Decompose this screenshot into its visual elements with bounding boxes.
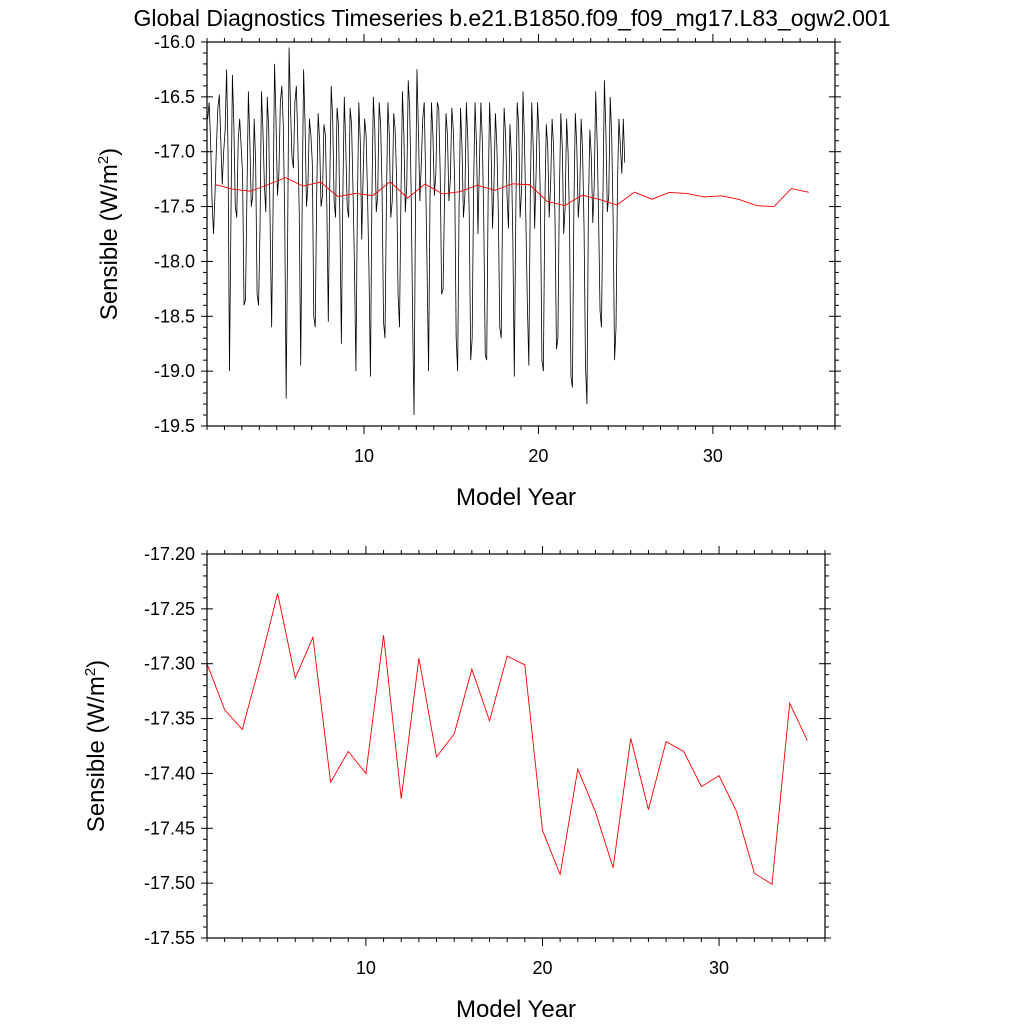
bottom-x-axis-label: Model Year <box>456 996 576 1023</box>
top-y-tick-label: -19.0 <box>154 361 195 381</box>
bottom-series-layer <box>206 593 808 886</box>
bottom-y-axis-label-close: ) <box>83 660 110 668</box>
bottom-y-axis-label-main: Sensible (W/m <box>83 676 110 832</box>
top-y-axis-label-sup: 2 <box>95 156 112 164</box>
bottom-plot-frame <box>206 553 826 939</box>
bottom-x-tick-label: 20 <box>532 958 552 978</box>
bottom-y-tick-label: -17.20 <box>144 544 195 564</box>
top-y-tick-label: -18.0 <box>154 251 195 271</box>
top-y-tick-label: -16.0 <box>154 32 195 52</box>
top-y-axis-label-close: ) <box>96 148 123 156</box>
top-y-tick-labels: -16.0 -16.5 -17.0 -17.5 -18.0 -18.5 -19.0 -19.5 <box>154 32 195 436</box>
top-series-line-annual <box>215 177 809 208</box>
bottom-y-tick-label: -17.55 <box>144 928 195 948</box>
top-ticks <box>201 34 841 434</box>
bottom-ticks <box>201 546 831 946</box>
top-x-tick-label: 30 <box>703 446 723 466</box>
bottom-y-axis-label: Sensible (W/m2) <box>82 660 110 832</box>
bottom-y-tick-label: -17.25 <box>144 599 195 619</box>
chart-title: Global Diagnostics Timeseries b.e21.B185… <box>134 5 891 31</box>
top-y-tick-label: -18.5 <box>154 306 195 326</box>
top-x-axis-label: Model Year <box>456 484 576 511</box>
bottom-y-axis-label-sup: 2 <box>82 668 99 676</box>
top-y-axis-label-main: Sensible (W/m <box>96 164 123 320</box>
top-y-tick-label: -16.5 <box>154 87 195 107</box>
top-panel: -16.0 -16.5 -17.0 -17.5 -18.0 -18.5 -19.0 -19.5… <box>95 32 841 511</box>
top-x-tick-labels: 10 20 30 <box>354 446 723 466</box>
bottom-y-tick-label: -17.35 <box>144 709 195 729</box>
top-series-layer <box>207 47 809 416</box>
top-x-tick-label: 10 <box>354 446 374 466</box>
bottom-y-tick-label: -17.30 <box>144 654 195 674</box>
top-plot-frame <box>206 41 836 427</box>
top-y-axis-label: Sensible (W/m2) <box>95 148 123 320</box>
bottom-x-tick-label: 30 <box>709 958 729 978</box>
top-series-line-monthly <box>207 47 626 416</box>
top-x-tick-label: 20 <box>528 446 548 466</box>
bottom-y-tick-label: -17.40 <box>144 763 195 783</box>
top-y-tick-label: -17.0 <box>154 142 195 162</box>
top-y-tick-label: -17.5 <box>154 197 195 217</box>
top-y-tick-label: -19.5 <box>154 416 195 436</box>
bottom-y-tick-label: -17.50 <box>144 873 195 893</box>
bottom-x-tick-label: 10 <box>356 958 376 978</box>
bottom-x-tick-labels: 10 20 30 <box>356 958 729 978</box>
bottom-series-line-annual <box>206 593 808 886</box>
bottom-y-tick-label: -17.45 <box>144 818 195 838</box>
bottom-panel: -17.20 -17.25 -17.30 -17.35 -17.40 -17.45 -17.… <box>82 544 831 1023</box>
bottom-y-tick-labels: -17.20 -17.25 -17.30 -17.35 -17.40 -17.45 -17.… <box>144 544 195 948</box>
